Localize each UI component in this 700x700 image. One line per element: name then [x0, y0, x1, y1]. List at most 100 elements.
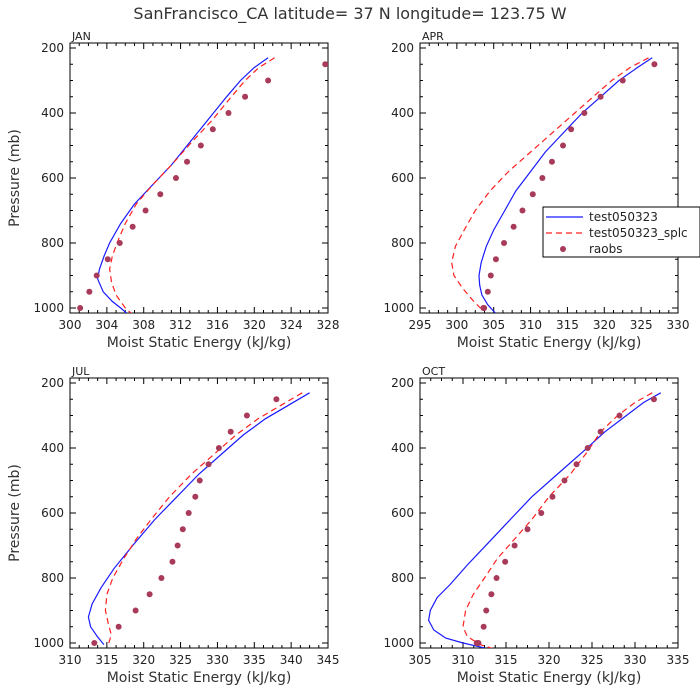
raobs-point	[322, 61, 328, 68]
plot-frame	[69, 377, 329, 649]
x-tick-label: 325	[581, 653, 604, 667]
x-tick-label: 315	[495, 653, 518, 667]
x-tick-label: 320	[593, 318, 616, 332]
plot-frame	[419, 42, 679, 314]
y-tick-label: 600	[41, 506, 64, 520]
raobs-point	[242, 93, 249, 100]
y-tick-label: 600	[41, 171, 64, 185]
raobs-point	[157, 191, 164, 198]
series-line-test050323_splc	[108, 57, 275, 313]
raobs-point	[483, 607, 490, 614]
y-tick-label: 800	[41, 236, 64, 250]
y-tick-label: 200	[391, 376, 414, 390]
raobs-point	[484, 288, 491, 295]
plot-area	[427, 392, 662, 648]
x-tick-label: 310	[452, 653, 475, 667]
raobs-point	[132, 607, 139, 614]
raobs-point	[209, 126, 216, 133]
panel-jan: JAN 300 304 308 312 316 320 324 328 200 400 600 800 1…	[7, 30, 339, 351]
y-tick-label: 200	[41, 41, 64, 55]
raobs-point	[519, 207, 526, 214]
series-line-test050323	[478, 57, 653, 313]
y-tick-label: 600	[391, 171, 414, 185]
x-tick-label: 304	[95, 318, 118, 332]
raobs-point	[273, 396, 280, 403]
raobs-point	[511, 542, 518, 549]
raobs-point	[650, 396, 657, 403]
y-tick-label: 600	[391, 506, 414, 520]
panel-label: APR	[422, 30, 444, 43]
y-tick-label: 400	[391, 441, 414, 455]
series-line-test050323_splc	[462, 392, 653, 648]
raobs-point	[196, 477, 203, 484]
raobs-point	[616, 412, 623, 419]
y-tick-label: 400	[41, 441, 64, 455]
y-tick-label: 200	[391, 41, 414, 55]
x-tick-label: 300	[59, 318, 82, 332]
raobs-point	[142, 207, 149, 214]
chart-title: SanFrancisco_CA latitude= 37 N longitude…	[133, 4, 566, 24]
raobs-point	[225, 110, 232, 116]
raobs-point	[179, 526, 186, 533]
plot-area	[451, 57, 658, 313]
raobs-point	[205, 461, 212, 468]
raobs-point	[86, 288, 93, 295]
x-tick-label: 305	[409, 653, 432, 667]
raobs-point	[619, 77, 626, 84]
series-line-test050323_splc	[451, 57, 649, 309]
series-line-test050323_splc	[104, 392, 303, 645]
x-tick-label: 320	[132, 653, 155, 667]
legend-label: raobs	[589, 242, 623, 256]
raobs-point	[473, 640, 480, 646]
raobs-point	[487, 272, 494, 279]
raobs-point	[185, 510, 192, 516]
raobs-point	[243, 412, 250, 419]
raobs-point	[169, 558, 176, 565]
x-tick-label: 320	[243, 318, 266, 332]
panels: JAN 300 304 308 312 316 320 324 328 200 400 600 800 1…	[7, 30, 700, 686]
x-axis-label: Moist Static Energy (kJ/kg)	[107, 670, 292, 686]
panel-label: JUL	[71, 365, 90, 378]
y-tick-label: 1000	[383, 636, 414, 650]
raobs-point	[584, 445, 591, 451]
raobs-point	[146, 591, 153, 598]
plot-frame	[69, 42, 329, 314]
raobs-point	[104, 256, 111, 263]
x-tick-label: 310	[519, 318, 542, 332]
raobs-point	[174, 542, 181, 549]
raobs-point	[192, 493, 199, 500]
y-tick-label: 400	[391, 106, 414, 120]
y-tick-label: 1000	[33, 301, 64, 315]
panel-apr: APR 295 300 305 310 315 320 325 330 200 400 600 800 1…	[383, 30, 689, 351]
panel-oct: OCT 305 310 315 320 325 330 335 200 400 600 800 1000…	[383, 365, 689, 686]
raobs-point	[115, 623, 122, 630]
raobs-point	[227, 428, 234, 435]
x-axis-label: Moist Static Energy (kJ/kg)	[107, 335, 292, 351]
x-tick-label: 340	[280, 653, 303, 667]
raobs-point	[172, 175, 179, 181]
y-tick-label: 800	[391, 571, 414, 585]
raobs-point	[480, 305, 487, 311]
raobs-point	[129, 223, 136, 230]
raobs-point	[93, 272, 100, 279]
y-tick-label: 400	[41, 106, 64, 120]
x-tick-label: 315	[556, 318, 579, 332]
raobs-point	[651, 61, 658, 68]
raobs-point	[480, 623, 487, 630]
raobs-point	[488, 591, 495, 598]
x-tick-label: 312	[169, 318, 192, 332]
raobs-point	[539, 175, 546, 181]
series-line-test050323	[96, 57, 269, 313]
x-tick-label: 305	[482, 318, 505, 332]
y-tick-label: 800	[41, 571, 64, 585]
x-tick-label: 330	[667, 318, 690, 332]
raobs-point	[573, 461, 580, 468]
y-axis-label: Pressure (mb)	[7, 464, 23, 562]
raobs-point	[538, 510, 545, 516]
x-tick-label: 300	[445, 318, 468, 332]
y-axis-label: Pressure (mb)	[7, 129, 23, 227]
raobs-point	[549, 493, 556, 500]
raobs-point	[510, 223, 517, 230]
